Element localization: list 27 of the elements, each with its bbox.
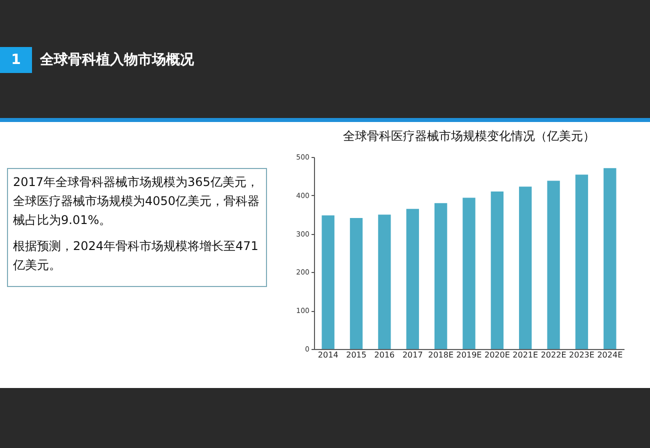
x-tick-label: 2019E [456, 350, 482, 360]
x-tick-label: 2014 [318, 350, 338, 360]
chart-title: 全球骨科医疗器械市场规模变化情况（亿美元） [343, 129, 595, 143]
text: 根据预测，2024年骨科市场规模将增长至471亿美元。 [13, 238, 260, 274]
bar [378, 214, 391, 349]
x-tick-label: 2022E [540, 350, 566, 360]
x-tick-label: 2015 [346, 350, 366, 360]
bar [434, 203, 448, 349]
x-tick-label: 2020E [484, 350, 510, 360]
bar [547, 180, 560, 349]
text: 1 [0, 47, 32, 73]
bar [490, 192, 504, 349]
text: 全球骨科植入物市场概况 [40, 50, 194, 70]
bar [406, 208, 419, 349]
bar [462, 198, 476, 349]
text: 2017年全球骨科器械市场规模为365亿美元，全球医疗器械市场规模为4050亿美元，骨科器械占比为9.01%。 [13, 174, 261, 229]
x-tick-label: 2018E [428, 350, 454, 360]
bar [575, 174, 588, 349]
x-tick-label: 2023E [569, 350, 594, 360]
x-tick-label: 2017 [402, 350, 423, 360]
bar [350, 218, 363, 349]
x-tick-label: 2016 [374, 350, 395, 360]
bar [322, 215, 334, 349]
bar [604, 168, 616, 349]
x-tick-label: 2024E [597, 350, 623, 360]
x-tick-label: 2021E [512, 350, 538, 360]
bar [519, 186, 532, 349]
